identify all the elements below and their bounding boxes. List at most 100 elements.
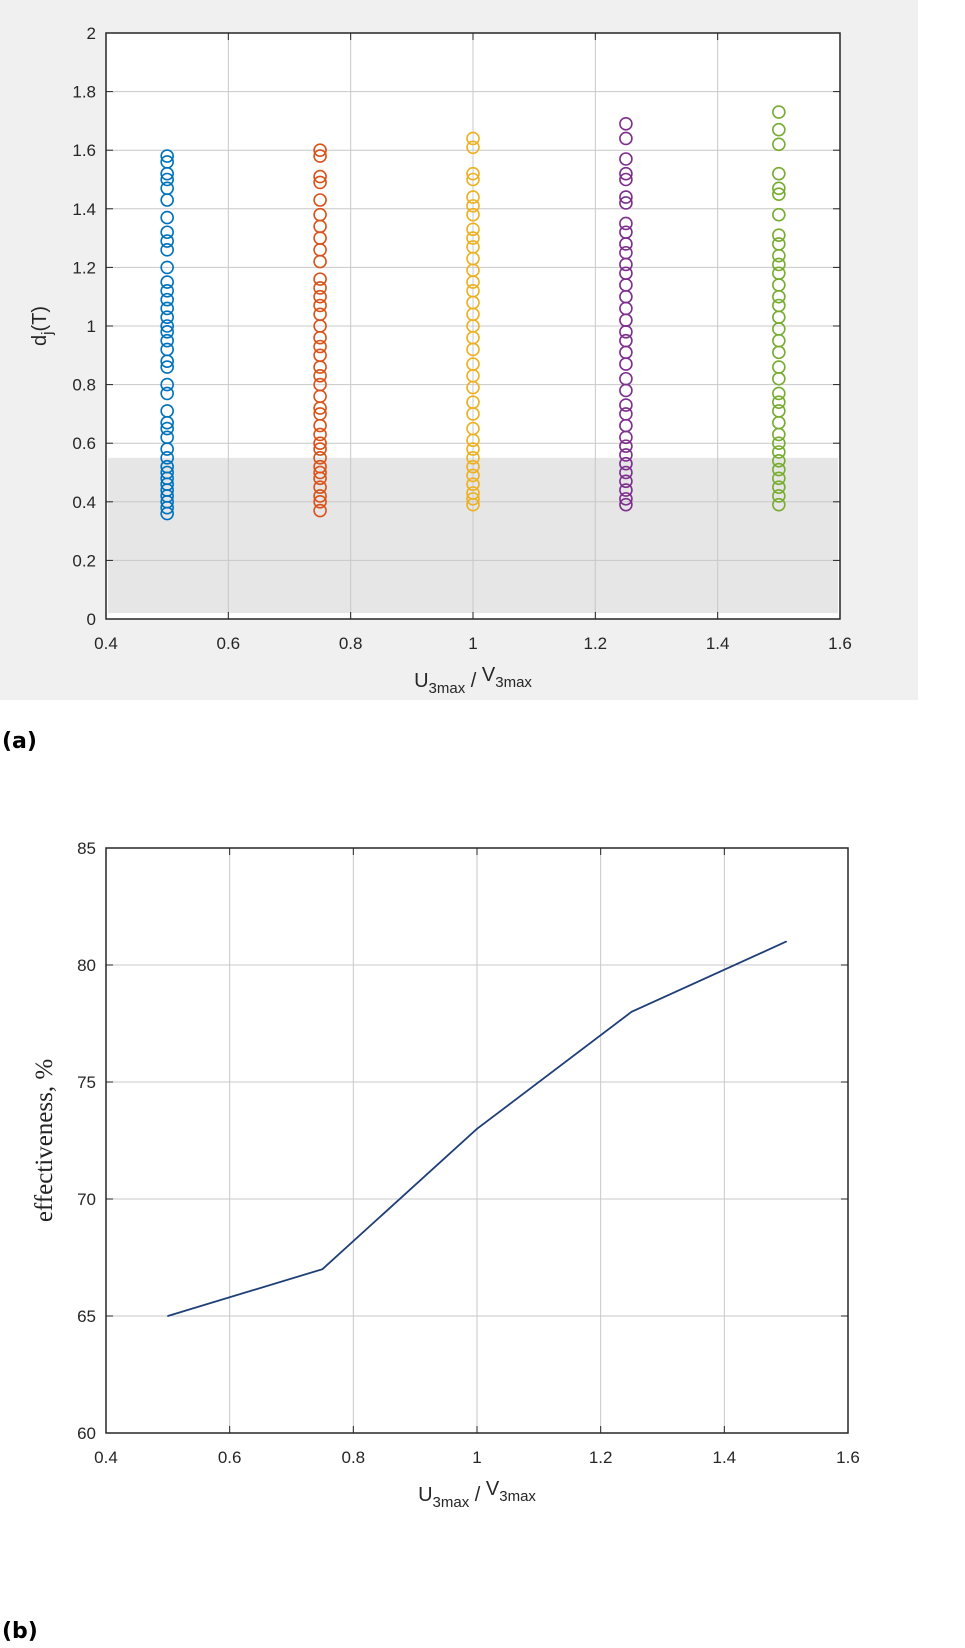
scatter-point-series-4 <box>619 456 633 471</box>
y-tick-label: 0.4 <box>72 493 96 512</box>
scatter-point-series-2 <box>313 489 327 503</box>
scatter-point-series-2 <box>313 427 327 442</box>
scatter-point-series-5 <box>772 489 786 503</box>
scatter-point-series-1 <box>160 465 174 480</box>
scatter-point-series-2 <box>313 207 327 222</box>
x-tick-label: 1.4 <box>713 1448 737 1467</box>
x-axis-label-part: 3max <box>429 680 466 697</box>
scatter-point-series-1 <box>160 451 174 465</box>
scatter-point-series-1 <box>160 319 174 333</box>
scatter-point-series-5 <box>772 436 786 451</box>
x-tick-label: 0.6 <box>218 1448 242 1467</box>
scatter-point-series-1 <box>160 225 174 240</box>
y-tick-label: 75 <box>77 1073 96 1092</box>
scatter-point-series-5 <box>772 181 786 196</box>
x-axis-label-part: / <box>465 670 482 692</box>
scatter-point-series-4 <box>619 474 633 489</box>
x-axis-label: U3max / V3max <box>414 664 532 697</box>
y-tick-label: 1.6 <box>72 141 96 160</box>
scatter-point-series-5 <box>772 480 786 494</box>
scatter-point-series-2 <box>313 143 327 157</box>
x-tick-label: 1.2 <box>584 634 608 653</box>
scatter-point-series-2 <box>313 494 327 509</box>
scatter-point-series-5 <box>772 404 786 418</box>
scatter-point-series-3 <box>466 231 480 245</box>
scatter-point-series-4 <box>619 497 633 512</box>
y-tick-label: 1.8 <box>72 83 96 102</box>
scatter-point-series-1 <box>160 386 174 401</box>
x-tick-label: 0.4 <box>94 1448 118 1467</box>
scatter-point-series-1 <box>160 325 174 339</box>
axes-box <box>105 847 849 1434</box>
x-tick-label: 0.8 <box>342 1448 366 1467</box>
x-axis-label: U3max / V3max <box>418 1478 536 1511</box>
scatter-point-series-2 <box>313 339 327 354</box>
y-axis-label-part: d <box>29 335 51 346</box>
y-tick-label: 0.8 <box>72 376 96 395</box>
x-tick-label: 1 <box>468 634 477 653</box>
scatter-point-series-4 <box>619 483 633 497</box>
line-vertex <box>321 1268 324 1270</box>
scatter-point-series-5 <box>772 187 786 201</box>
x-axis-label-part: V <box>486 1478 500 1500</box>
chart-a: 0.4 0.6 0.8 1 1.2 1.4 1.6 0 0.2 0.4 0.6 0.8 1 1.2 1.4 1… <box>29 24 852 697</box>
scatter-point-series-2 <box>313 377 327 392</box>
scatter-point-series-2 <box>313 369 327 383</box>
line-vertex <box>630 1011 633 1013</box>
scatter-point-series-2 <box>313 465 327 480</box>
scatter-point-series-4 <box>619 398 633 412</box>
y-axis-label-part: j <box>39 332 56 336</box>
y-axis-label-part: (T) <box>29 306 51 332</box>
scatter-point-series-5 <box>772 137 786 152</box>
scatter-point-series-5 <box>772 462 786 477</box>
scatter-point-series-1 <box>160 149 174 163</box>
y-tick-label: 0.6 <box>72 434 96 453</box>
y-tick-label: 1.4 <box>72 200 96 219</box>
scatter-point-series-3 <box>466 284 480 298</box>
scatter-point-series-4 <box>619 492 633 506</box>
y-tick-label: 0 <box>87 610 96 629</box>
scatter-point-series-5 <box>772 497 786 512</box>
scatter-point-series-5 <box>772 395 786 409</box>
y-tick-label: 2 <box>87 24 96 43</box>
scatter-point-series-2 <box>313 281 327 295</box>
scatter-point-series-5 <box>772 228 786 242</box>
y-axis-label: dj(T) <box>29 306 56 346</box>
scatter-point-series-1 <box>160 155 174 169</box>
scatter-point-series-1 <box>160 301 174 316</box>
scatter-point-series-4 <box>619 190 633 204</box>
x-tick-label: 0.6 <box>217 634 241 653</box>
scatter-point-series-3 <box>466 140 480 155</box>
scatter-point-series-1 <box>160 210 174 225</box>
x-tick-label: 1.2 <box>589 1448 613 1467</box>
scatter-point-series-5 <box>772 471 786 486</box>
scatter-point-series-5 <box>772 257 786 272</box>
y-tick-label: 1 <box>87 317 96 336</box>
scatter-point-series-2 <box>313 193 327 207</box>
scatter-point-series-1 <box>160 284 174 298</box>
scatter-point-series-3 <box>466 190 480 204</box>
scatter-point-series-5 <box>772 237 786 251</box>
scatter-point-series-2 <box>313 298 327 313</box>
scatter-point-series-2 <box>313 307 327 322</box>
scatter-point-series-2 <box>313 348 327 363</box>
scatter-point-series-5 <box>772 360 786 374</box>
scatter-point-series-4 <box>619 152 633 166</box>
scatter-point-series-1 <box>160 421 174 436</box>
scatter-point-series-5 <box>772 386 786 401</box>
scatter-point-series-2 <box>313 503 327 518</box>
scatter-point-series-2 <box>313 451 327 465</box>
scatter-point-series-5 <box>772 105 786 119</box>
scatter-point-series-1 <box>160 181 174 196</box>
scatter-point-series-1 <box>160 404 174 418</box>
scatter-point-series-1 <box>160 333 174 348</box>
scatter-point-series-4 <box>619 216 633 231</box>
scatter-point-series-1 <box>160 430 174 445</box>
x-axis-label-part: 3max <box>433 1494 470 1511</box>
y-tick-label: 1.2 <box>72 258 96 277</box>
scatter-point-series-3 <box>466 172 480 187</box>
scatter-point-series-1 <box>160 243 174 257</box>
x-axis-label-part: / <box>469 1484 486 1506</box>
